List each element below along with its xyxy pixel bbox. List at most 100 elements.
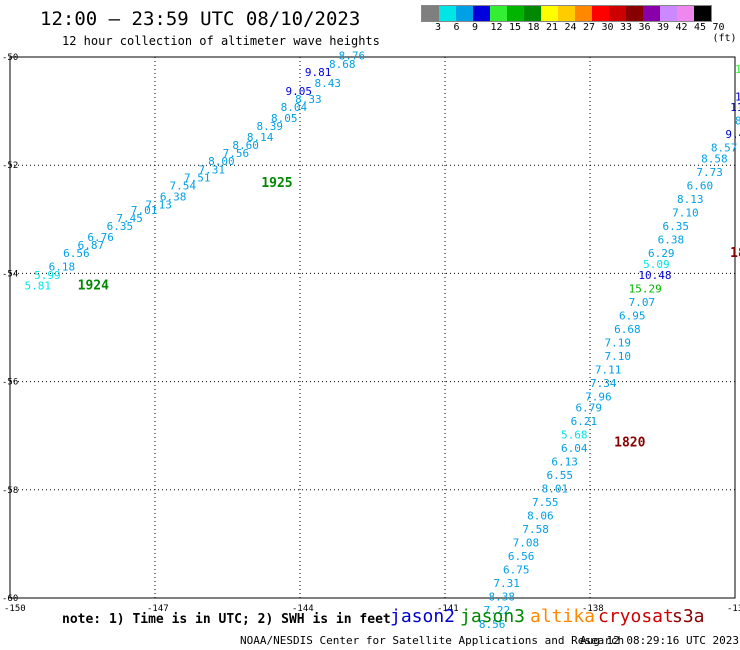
- colorbar-swatch: [694, 6, 711, 21]
- y-tick-label: -54: [2, 269, 18, 279]
- wave-height-label: 10.48: [638, 269, 671, 282]
- wave-height-label: 5.09: [643, 258, 670, 271]
- wave-height-label: 6.87: [78, 239, 105, 252]
- colorbar-label: 3: [435, 22, 442, 33]
- wave-height-label: 6.60: [687, 180, 714, 193]
- wave-height-label: 8.04: [281, 101, 308, 114]
- wave-height-label: 5.81: [25, 280, 52, 293]
- x-tick-label: -141: [437, 604, 459, 614]
- y-tick-label: -56: [2, 378, 18, 388]
- wave-height-label: 7.10: [605, 350, 632, 363]
- colorbar-label: 70 (ft): [712, 22, 737, 44]
- footer-timestamp: Aug 12 08:29:16 UTC 2023: [580, 634, 739, 647]
- colorbar-label: 24: [564, 22, 577, 33]
- colorbar-label: 39: [657, 22, 670, 33]
- colorbar-swatch: [439, 6, 456, 21]
- wave-height-label: 6.13: [551, 455, 578, 468]
- wave-height-label: 6.68: [614, 323, 641, 336]
- x-tick-label: -138: [582, 604, 604, 614]
- y-tick-label: -50: [2, 53, 18, 63]
- wave-height-label: 6.55: [547, 469, 574, 482]
- wave-height-label: 8.76: [339, 50, 366, 63]
- colorbar-swatch: [677, 6, 694, 21]
- y-tick-label: -58: [2, 486, 18, 496]
- colorbar-label: 33: [620, 22, 633, 33]
- wave-height-label: 7.07: [629, 296, 656, 309]
- wave-height-label: 6.38: [160, 190, 187, 203]
- wave-height-label: 7.55: [532, 496, 559, 509]
- y-tick-label: -52: [2, 161, 18, 171]
- wave-height-label: 8.13: [677, 193, 704, 206]
- x-tick-label: -144: [292, 604, 314, 614]
- x-tick-label: -150: [4, 604, 26, 614]
- colorbar-label: 9: [472, 22, 479, 33]
- wave-height-label: 6.18: [49, 261, 76, 274]
- colorbar-label: 12: [490, 22, 503, 33]
- wave-height-label: 6.56: [508, 550, 535, 563]
- wave-height-label: 7.01: [131, 204, 158, 217]
- colorbar-swatch: [558, 6, 575, 21]
- x-tick-label: -13: [727, 604, 740, 614]
- colorbar-swatch: [541, 6, 558, 21]
- colorbar-swatch: [643, 6, 660, 21]
- colorbar-label: 42: [675, 22, 688, 33]
- legend-s3a: s3a: [672, 606, 705, 627]
- chart-title: 12:00 — 23:59 UTC 08/10/2023: [40, 8, 361, 30]
- colorbar-swatch: [524, 6, 541, 21]
- colorbar-swatch: [592, 6, 609, 21]
- wave-height-label: 5.99: [34, 269, 61, 282]
- legend-jason2: jason2: [390, 606, 456, 627]
- chart-subtitle: 12 hour collection of altimeter wave hei…: [62, 34, 380, 48]
- y-tick-label: -60: [2, 594, 18, 604]
- wave-height-label: 7.56: [223, 147, 250, 160]
- wave-height-label: 9.81: [305, 66, 332, 79]
- wave-height-label: 7.51: [184, 171, 211, 184]
- wave-height-label: 8.38: [489, 591, 516, 604]
- colorbar-swatch: [507, 6, 524, 21]
- wave-height-label: 7.96: [585, 391, 612, 404]
- wave-height-label: 1: [735, 63, 740, 76]
- wave-height-label: 15.29: [629, 282, 662, 295]
- wave-height-label: 8.68: [329, 58, 356, 71]
- wave-height-label: 8.06: [527, 510, 554, 523]
- wave-height-label: 7.34: [590, 377, 617, 390]
- colorbar-swatch: [626, 6, 643, 21]
- footer-credits: NOAA/NESDIS Center for Satellite Applica…: [240, 634, 625, 647]
- wave-height-label: 8.43: [315, 77, 342, 90]
- colorbar-label: 27: [583, 22, 596, 33]
- colorbar-label: 18: [527, 22, 540, 33]
- wave-height-label: 8.94: [735, 115, 740, 128]
- wave-height-label: 7.11: [595, 363, 622, 376]
- wave-height-label: 8.01: [542, 483, 569, 496]
- wave-height-label: 11.2: [730, 101, 740, 114]
- wave-height-label: 6.35: [663, 220, 690, 233]
- legend-jason3: jason3: [460, 606, 526, 627]
- pass-time-annotation: 1925: [261, 176, 292, 191]
- wave-height-label: 7.10: [672, 207, 699, 220]
- pass-time-annotation: 1820: [614, 436, 645, 451]
- plot-frame: [9, 56, 736, 599]
- colorbar-label: 6: [453, 22, 460, 33]
- colorbar-swatch: [490, 6, 507, 21]
- wave-height-label: 8.39: [257, 120, 284, 133]
- wave-height-label: 7.45: [116, 212, 143, 225]
- wave-height-label: 8.05: [271, 112, 298, 125]
- colorbar-label: 15: [509, 22, 522, 33]
- wave-height-label: 8.56: [479, 618, 506, 631]
- wave-height-label: 6.35: [107, 220, 133, 233]
- colorbar-label: 21: [546, 22, 559, 33]
- wave-height-label: 8.14: [247, 131, 274, 144]
- footer-note: note: 1) Time is in UTC; 2) SWH is in fe…: [62, 612, 391, 627]
- wave-height-label: 8.58: [701, 152, 728, 165]
- colorbar-swatch: [660, 6, 677, 21]
- pass-time-annotation: 1924: [78, 279, 109, 294]
- legend-cryosat: cryosat: [598, 606, 674, 627]
- wave-height-label: 7.54: [170, 180, 197, 193]
- wave-height-label: 7.08: [513, 537, 540, 550]
- wave-height-label: 6.56: [63, 247, 90, 260]
- wave-height-label: 7.22: [484, 604, 511, 617]
- wave-height-label: 6.95: [619, 309, 646, 322]
- wave-height-label: 9.05: [286, 85, 313, 98]
